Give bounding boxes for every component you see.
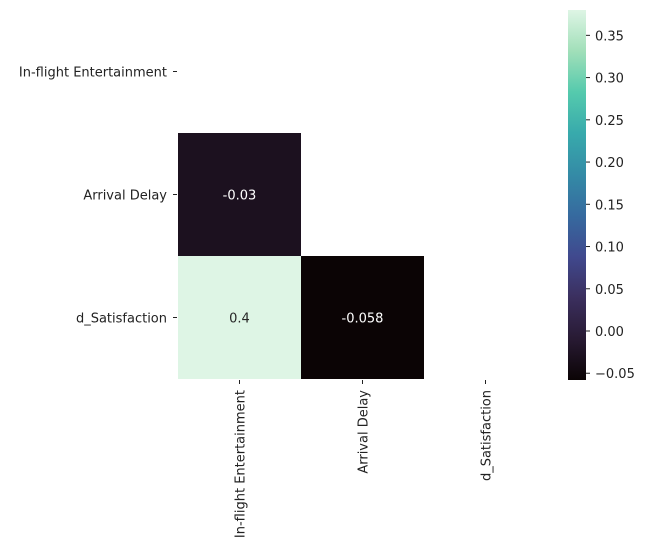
heatmap-cell — [178, 133, 301, 256]
colorbar-tick-label: 0.30 — [595, 72, 624, 87]
heatmap-cells: -0.03 0.4 -0.058 — [178, 133, 424, 379]
colorbar-tick-label: −0.05 — [595, 367, 635, 382]
colorbar-tick-label: 0.25 — [595, 114, 624, 129]
cell-value-label: -0.03 — [223, 189, 257, 204]
x-tick-label: d_Satisfaction — [480, 390, 495, 481]
y-tick-label: Arrival Delay — [83, 189, 167, 204]
colorbar: −0.05 0.00 0.05 0.10 0.15 0.20 0.25 0.30 0.35 — [568, 10, 635, 382]
cell-value-label: -0.058 — [342, 312, 384, 327]
colorbar-tick-label: 0.05 — [595, 283, 624, 298]
x-tick-label: In-flight Entertainment — [234, 390, 249, 538]
colorbar-tick-label: 0.35 — [595, 29, 624, 44]
x-tick-label: Arrival Delay — [357, 390, 372, 474]
heatmap-cell — [301, 256, 424, 379]
cell-value-label: 0.4 — [229, 312, 250, 327]
y-tick-label: d_Satisfaction — [76, 312, 167, 327]
colorbar-tick-label: 0.10 — [595, 241, 624, 256]
colorbar-tick-label: 0.15 — [595, 198, 624, 213]
colorbar-tick-label: 0.00 — [595, 325, 624, 340]
colorbar-tick-label: 0.20 — [595, 156, 624, 171]
x-axis-tick-labels: In-flight Entertainment Arrival Delay d_Sa… — [234, 380, 495, 538]
colorbar-gradient — [568, 10, 586, 380]
y-tick-label: In-flight Entertainment — [19, 66, 167, 81]
heatmap-cell — [178, 256, 301, 379]
y-axis-tick-labels: In-flight Entertainment Arrival Delay d_Sa… — [19, 66, 177, 327]
